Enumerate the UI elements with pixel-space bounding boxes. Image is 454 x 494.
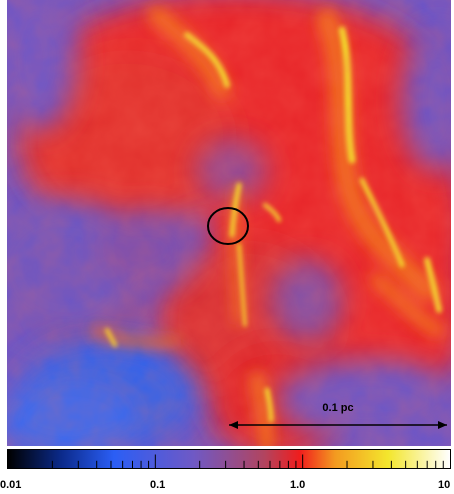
colorbar-tick-label: 1.0 [290, 479, 306, 491]
colorbar [7, 449, 451, 469]
scale-bar [229, 421, 447, 429]
colorbar-tick-label: 0.01 [0, 479, 22, 491]
density-map [7, 0, 451, 446]
core-marker-circle [207, 207, 249, 245]
colorbar-gradient [8, 450, 450, 468]
density-map-image [7, 0, 451, 446]
scale-bar-label: 0.1 pc [322, 402, 354, 414]
colorbar-tick-label: 10 [438, 479, 451, 491]
colorbar-tick-label: 0.1 [150, 479, 166, 491]
texture-overlay [7, 0, 451, 446]
